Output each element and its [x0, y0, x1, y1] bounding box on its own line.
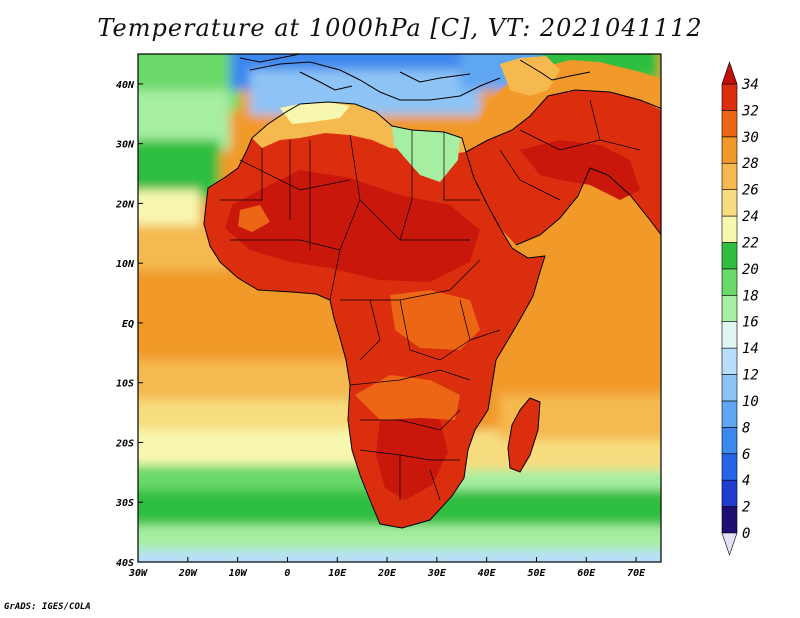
- colorbar-box: [721, 479, 738, 507]
- colorbar-box: [721, 374, 738, 402]
- lat-tick-label: 40S: [116, 558, 134, 569]
- colorbar-label: 30: [741, 130, 759, 146]
- colorbar-box: [721, 110, 738, 138]
- colorbar-label: 32: [741, 103, 759, 119]
- colorbar-box: [721, 268, 738, 296]
- latitude-axis: 40N 30N 20N 10N EQ 10S 20S 30S 40S: [115, 80, 143, 569]
- colorbar-label: 8: [742, 420, 750, 436]
- lon-tick-label: 30E: [427, 568, 447, 579]
- madagascar-land: [508, 398, 540, 472]
- colorbar-box: [721, 400, 738, 428]
- colorbar-box: [721, 347, 738, 375]
- colorbar-label: 14: [742, 341, 759, 357]
- lon-tick-label: 10W: [229, 568, 248, 579]
- colorbar-box: [721, 427, 738, 455]
- colorbar-label: 12: [742, 368, 759, 384]
- lon-tick-label: 20E: [377, 568, 397, 579]
- colorbar-box: [721, 136, 738, 164]
- lon-tick-label: 70E: [627, 568, 646, 579]
- lon-tick-label: 20W: [178, 568, 198, 579]
- colorbar-label: 18: [742, 288, 759, 304]
- lat-tick-label: EQ: [122, 319, 134, 330]
- colorbar-label: 16: [742, 315, 759, 331]
- page-title: Temperature at 1000hPa [C], VT: 20210411…: [97, 14, 703, 42]
- colorbar-label: 24: [742, 209, 759, 225]
- colorbar-label: 4: [742, 473, 750, 489]
- colorbar-box: [721, 83, 738, 111]
- lon-tick-label: 10E: [328, 568, 347, 579]
- country-borders: [220, 99, 641, 501]
- credit-text: GrADS: IGES/COLA: [4, 602, 91, 612]
- lat-tick-label: 10S: [116, 379, 134, 390]
- colorbar-box: [721, 242, 738, 270]
- lat-tick-label: 20S: [115, 438, 134, 449]
- colorbar-box: [721, 162, 738, 190]
- longitude-axis: 30W 20W 10W 0 10E 20E 30E 40E 50E 60E 70E: [128, 557, 646, 579]
- colorbar-box: [721, 453, 738, 481]
- colorbar-label: 26: [742, 183, 759, 199]
- colorbar-box: [721, 215, 738, 243]
- lat-tick-label: 20N: [115, 199, 135, 210]
- colorbar-label: 0: [742, 526, 750, 542]
- lon-tick-label: 0: [284, 568, 290, 579]
- colorbar-box: [721, 321, 738, 349]
- plot-frame: [137, 53, 662, 563]
- lat-tick-label: 30N: [115, 140, 135, 151]
- colorbar-label: 20: [742, 262, 759, 278]
- colorbar-label: 28: [742, 156, 759, 172]
- lat-tick-label: 30S: [115, 498, 134, 509]
- colorbar-label: 2: [742, 500, 750, 516]
- colorbar-over-triangle: [721, 61, 738, 85]
- colorbar-box: [721, 189, 738, 217]
- colorbar-label: 34: [741, 77, 759, 93]
- lon-tick-label: 30W: [128, 568, 148, 579]
- colorbar-label: 10: [742, 394, 759, 410]
- lon-tick-label: 50E: [527, 568, 546, 579]
- land-temperature: [204, 56, 661, 528]
- lat-tick-label: 40N: [116, 80, 135, 91]
- colorbar-label: 6: [742, 447, 750, 463]
- lon-tick-label: 40E: [478, 568, 497, 579]
- coastlines: [203, 54, 661, 529]
- colorbar-under-triangle: [721, 532, 738, 556]
- lat-tick-label: 10N: [116, 259, 135, 270]
- colorbar-box: [721, 506, 738, 534]
- colorbar-label: 22: [742, 235, 759, 251]
- colorbar-box: [721, 294, 738, 323]
- lon-tick-label: 60E: [577, 568, 596, 579]
